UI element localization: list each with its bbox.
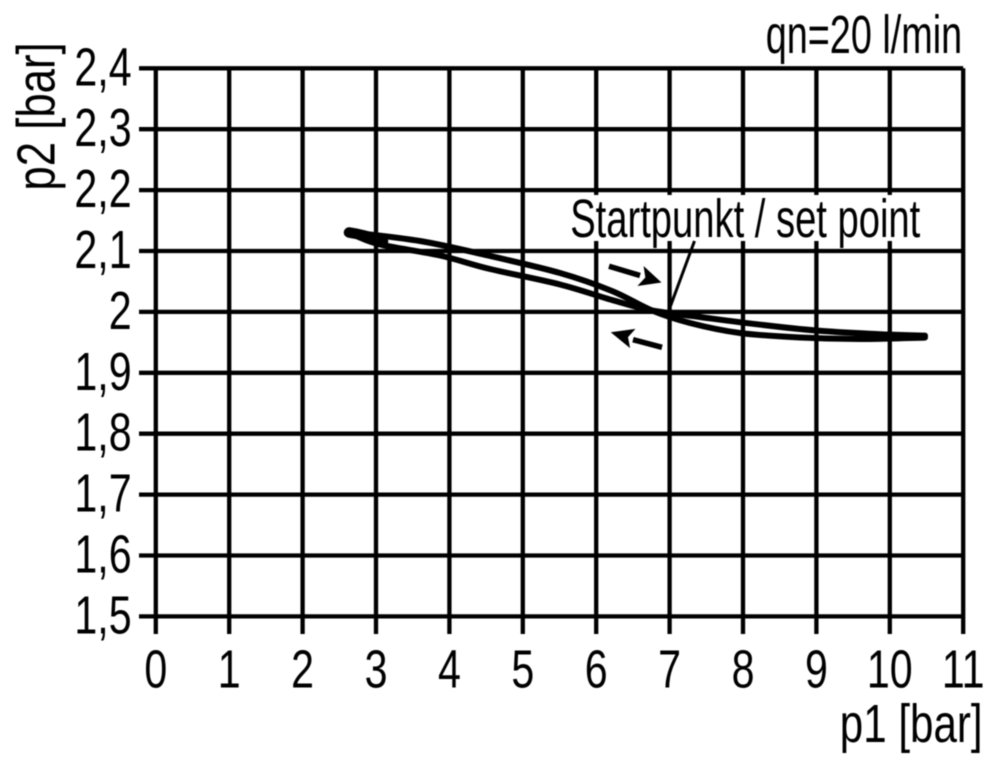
svg-text:5: 5 [511, 640, 534, 700]
svg-text:p1 [bar]: p1 [bar] [840, 694, 983, 754]
svg-text:11: 11 [942, 640, 985, 700]
svg-text:2,4: 2,4 [74, 38, 131, 98]
svg-text:2,1: 2,1 [74, 221, 131, 281]
svg-text:3: 3 [365, 640, 388, 700]
svg-text:10: 10 [867, 640, 913, 700]
svg-text:1,9: 1,9 [74, 343, 131, 403]
svg-text:qn=20 l/min: qn=20 l/min [766, 4, 962, 64]
svg-text:1: 1 [218, 640, 241, 700]
svg-text:1,8: 1,8 [74, 403, 131, 463]
svg-text:2,2: 2,2 [74, 160, 131, 220]
svg-text:7: 7 [658, 640, 681, 700]
svg-text:1,5: 1,5 [74, 586, 131, 646]
svg-text:4: 4 [438, 640, 461, 700]
svg-text:0: 0 [144, 640, 167, 700]
svg-text:1,6: 1,6 [74, 525, 131, 585]
svg-text:6: 6 [585, 640, 608, 700]
svg-text:2: 2 [291, 640, 314, 700]
svg-text:8: 8 [732, 640, 755, 700]
svg-text:Startpunkt / set point: Startpunkt / set point [570, 189, 920, 249]
svg-text:9: 9 [805, 640, 828, 700]
svg-text:p2 [bar]: p2 [bar] [7, 42, 66, 190]
svg-text:2: 2 [109, 282, 132, 342]
svg-text:2,3: 2,3 [74, 99, 131, 159]
svg-text:1,7: 1,7 [74, 464, 131, 524]
